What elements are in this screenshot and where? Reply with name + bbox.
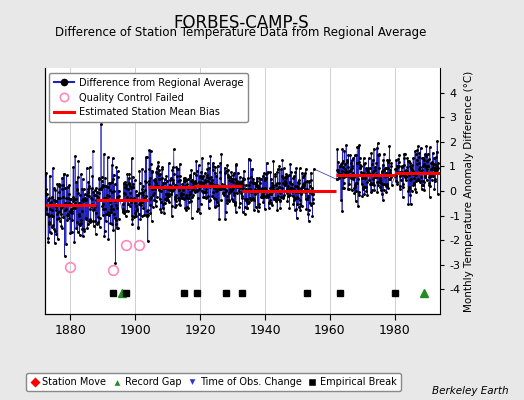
- Text: Difference of Station Temperature Data from Regional Average: Difference of Station Temperature Data f…: [56, 26, 427, 39]
- Legend: Station Move, Record Gap, Time of Obs. Change, Empirical Break: Station Move, Record Gap, Time of Obs. C…: [26, 373, 401, 391]
- Text: Berkeley Earth: Berkeley Earth: [432, 386, 508, 396]
- Text: FORBES-CAMP-S: FORBES-CAMP-S: [173, 14, 309, 32]
- Legend: Difference from Regional Average, Quality Control Failed, Estimated Station Mean: Difference from Regional Average, Qualit…: [49, 73, 248, 122]
- Y-axis label: Monthly Temperature Anomaly Difference (°C): Monthly Temperature Anomaly Difference (…: [464, 70, 474, 312]
